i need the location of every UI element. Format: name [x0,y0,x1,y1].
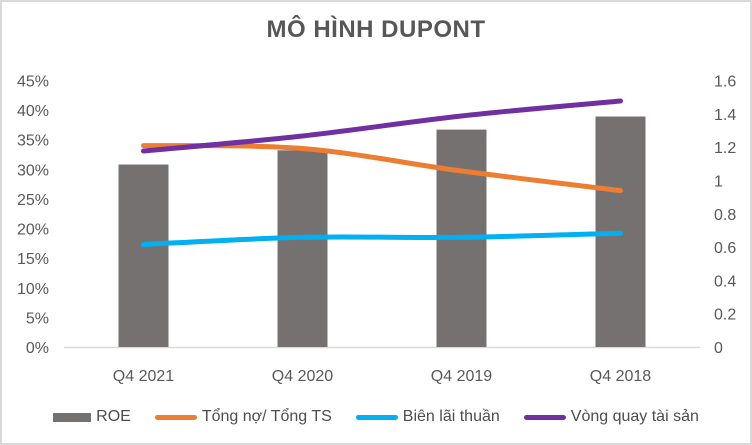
y-axis-right-tick: 1 [714,173,723,190]
y-axis-right-tick: 0.4 [714,273,736,290]
bar-roe [118,164,169,347]
y-axis-left-tick: 45% [17,74,49,91]
legend-item-1: Tổng nợ/ Tổng TS [154,408,332,426]
y-axis-left-tick: 0% [26,340,49,357]
legend-item-0: ROE [53,408,131,426]
y-axis-left-tick: 30% [17,162,49,179]
bar-roe [277,150,328,347]
legend-swatch-line-1 [154,414,197,420]
y-axis-right-tick: 0 [714,340,723,357]
y-axis-right-tick: 1.6 [714,74,736,91]
line-series-2 [141,98,623,154]
legend-label-2: Biên lãi thuần [402,408,500,425]
legend-swatch-line-3 [523,414,566,420]
y-axis-right-tick: 0.2 [714,307,736,324]
x-axis-category-label: Q4 2020 [272,368,333,385]
legend-label-1: Tổng nợ/ Tổng TS [201,408,332,425]
y-axis-left-tick: 15% [17,251,49,268]
legend-swatch-line-2 [355,414,398,420]
legend: ROE Tổng nợ/ Tổng TS Biên lãi thuần Vòng qu… [2,401,750,433]
y-axis-left-tick: 5% [26,310,49,327]
y-axis-right-tick: 1.2 [714,140,736,157]
y-axis-right-tick: 0.6 [714,240,736,257]
legend-swatch-bar-0 [53,412,92,422]
x-axis-category-label: Q4 2019 [431,368,492,385]
chart-title: MÔ HÌNH DUPONT [266,16,486,43]
y-axis-left-tick: 35% [17,133,49,150]
line-series-1 [141,230,623,247]
y-axis-right-tick: 0.8 [714,207,736,224]
y-axis-left-tick: 20% [17,222,49,239]
legend-label-0: ROE [96,408,131,425]
x-axis-category-label: Q4 2021 [113,368,174,385]
y-axis-left-tick: 10% [17,281,49,298]
y-axis-left-tick: 25% [17,192,49,209]
line-series-0 [141,143,623,194]
legend-item-3: Vòng quay tài sản [523,408,699,426]
legend-item-2: Biên lãi thuần [355,408,500,426]
y-axis-left-tick: 40% [17,103,49,120]
x-axis-category-label: Q4 2018 [590,368,651,385]
y-axis-right-tick: 1.4 [714,107,736,124]
legend-label-3: Vòng quay tài sản [570,408,699,425]
